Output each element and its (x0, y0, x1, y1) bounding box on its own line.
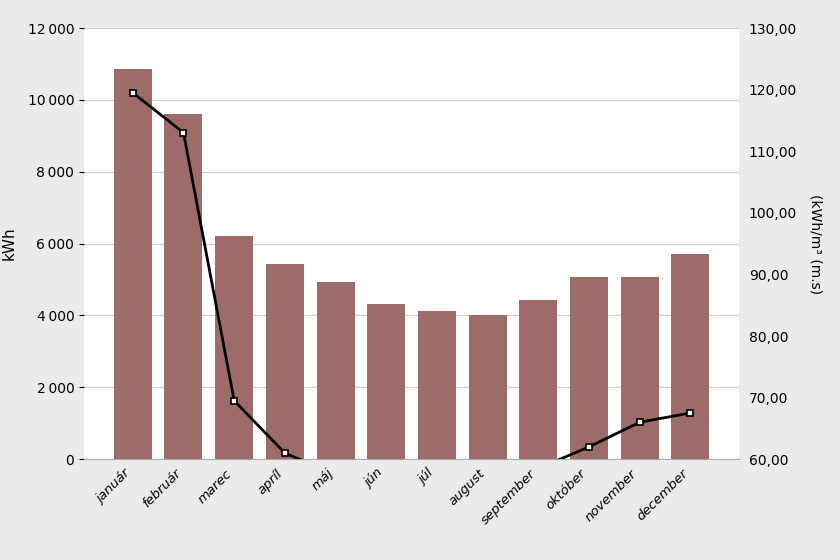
Bar (519, 300, 558, 459)
Bar (570, 277, 608, 459)
Bar (215, 236, 253, 459)
Bar (165, 114, 202, 459)
Bar (367, 304, 405, 459)
Y-axis label: kWh: kWh (2, 227, 17, 260)
Bar (265, 264, 304, 459)
Bar (621, 277, 659, 459)
Bar (418, 311, 456, 459)
Y-axis label: (kWh/m³ (m.s): (kWh/m³ (m.s) (808, 194, 822, 293)
Bar (317, 282, 354, 459)
Bar (113, 69, 152, 459)
Bar (469, 315, 507, 459)
Bar (671, 254, 710, 459)
